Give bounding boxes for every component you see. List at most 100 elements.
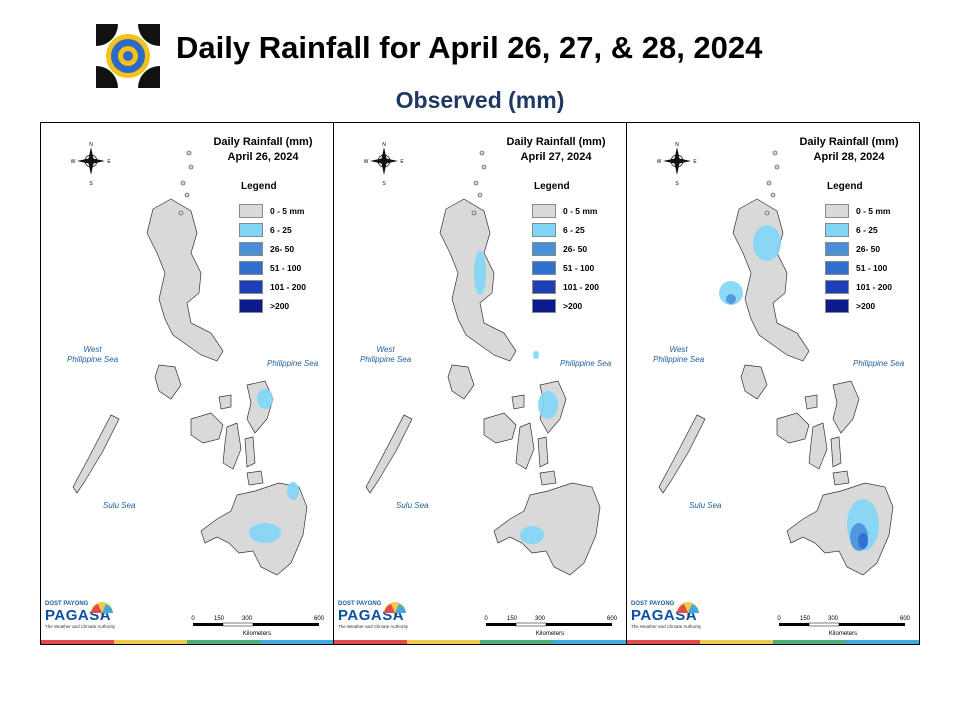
- islet-shape: [473, 180, 479, 186]
- legend-swatch: [239, 260, 263, 275]
- legend-item: 0 - 5 mm: [532, 201, 599, 220]
- island-shape: [146, 198, 224, 362]
- island-shape: [832, 380, 860, 434]
- legend-swatch: [532, 260, 556, 275]
- umbrella-icon: [91, 602, 113, 619]
- legend-swatch: [532, 241, 556, 256]
- scale-bar: 0 150 300 600 Kilometers: [775, 613, 915, 644]
- scale-tick-label: 300: [242, 616, 253, 622]
- islet-shape: [188, 164, 194, 170]
- legend-swatch: [532, 279, 556, 294]
- payong-pagasa-logo: DOST PAYONG PAGASA The Weather and Climate…: [338, 601, 408, 629]
- scale-unit-label: Kilometers: [243, 631, 271, 637]
- legend-item: 51 - 100: [532, 258, 599, 277]
- footer-color-segment: [187, 640, 260, 644]
- legend-swatch: [239, 222, 263, 237]
- island-shape: [154, 364, 182, 400]
- islet-shape: [184, 192, 190, 198]
- compass-label: E: [400, 159, 404, 165]
- brand-tagline: The Weather and Climate Authority: [338, 624, 408, 629]
- island-shape: [830, 436, 842, 468]
- sea-label-philippine: Philippine Sea: [267, 359, 319, 368]
- legend-item: >200: [825, 296, 892, 315]
- islet-shape: [772, 150, 778, 156]
- panel-date: April 27, 2024: [520, 151, 592, 163]
- legend-label: 51 - 100: [563, 262, 595, 273]
- scale-tick-label: 300: [535, 616, 546, 622]
- legend-label: >200: [856, 300, 876, 311]
- island-shape: [218, 394, 232, 410]
- compass-rose-icon: N S E W: [364, 142, 404, 187]
- footer-color-segment: [334, 640, 407, 644]
- philippines-map: [72, 150, 308, 576]
- islet-shape: [180, 180, 186, 186]
- scale-tick-label: 150: [214, 616, 225, 622]
- legend-label: 101 - 200: [270, 281, 306, 292]
- islet-shape: [774, 164, 780, 170]
- philippines-map: [365, 150, 601, 576]
- island-shape: [511, 394, 525, 410]
- scale-bar: 0 150 300 600 Kilometers: [482, 613, 622, 644]
- legend-label: 101 - 200: [563, 281, 599, 292]
- legend-item: 6 - 25: [532, 220, 599, 239]
- islet-shape: [178, 210, 184, 216]
- brand-dost-label: DOST PAYONG: [631, 601, 675, 607]
- legend-item: 51 - 100: [239, 258, 306, 277]
- footer-color-bar: [41, 640, 333, 644]
- footer-color-segment: [773, 640, 846, 644]
- scale-tick-label: 300: [828, 616, 839, 622]
- compass-label: N: [675, 142, 679, 148]
- panel-title: Daily Rainfall (mm) April 28, 2024: [789, 135, 909, 165]
- umbrella-icon: [384, 602, 406, 619]
- legend-label: 0 - 5 mm: [270, 205, 305, 216]
- footer-color-segment: [114, 640, 187, 644]
- panel-title: Daily Rainfall (mm) April 26, 2024: [203, 135, 323, 165]
- legend-swatch: [825, 203, 849, 218]
- scale-tick-label: 0: [484, 616, 488, 622]
- rainfall-area: [520, 526, 544, 544]
- island-shape: [190, 412, 224, 444]
- island-shape: [808, 422, 828, 470]
- island-shape: [483, 412, 517, 444]
- compass-rose-icon: N S E W: [657, 142, 697, 187]
- sea-label-west-philippine: West Philippine Sea: [360, 345, 412, 364]
- panel-title: Daily Rainfall (mm) April 27, 2024: [496, 135, 616, 165]
- panel-heading: Daily Rainfall (mm): [506, 136, 606, 148]
- scale-tick-label: 0: [191, 616, 195, 622]
- legend-item: 101 - 200: [239, 277, 306, 296]
- compass-label: S: [382, 181, 386, 187]
- rainfall-area: [719, 281, 743, 305]
- legend-label: >200: [563, 300, 583, 311]
- island-shape: [537, 436, 549, 468]
- islet-shape: [479, 150, 485, 156]
- rainfall-area: [257, 389, 273, 409]
- rainfall-area: [858, 533, 868, 549]
- scale-unit-label: Kilometers: [829, 631, 857, 637]
- legend-item: 6 - 25: [239, 220, 306, 239]
- brand-tagline: The Weather and Climate Authority: [631, 624, 701, 629]
- legend-swatch: [239, 203, 263, 218]
- sea-label-sulu: Sulu Sea: [103, 501, 136, 510]
- legend-item: >200: [239, 296, 306, 315]
- islet-shape: [764, 210, 770, 216]
- map-panel-apr26: N S E W Daily Rainfall (mm) April 26, 2024 Leg…: [41, 123, 334, 644]
- rainfall-area: [249, 523, 281, 543]
- legend-label: 51 - 100: [856, 262, 888, 273]
- legend-item: 6 - 25: [825, 220, 892, 239]
- rainfall-area: [753, 225, 781, 261]
- payong-pagasa-logo: DOST PAYONG PAGASA The Weather and Climate…: [45, 601, 115, 629]
- legend-item: 26- 50: [825, 239, 892, 258]
- islet-shape: [766, 180, 772, 186]
- legend-label: 0 - 5 mm: [856, 205, 891, 216]
- compass-label: N: [89, 142, 93, 148]
- panel-date: April 28, 2024: [813, 151, 885, 163]
- legend-label: 101 - 200: [856, 281, 892, 292]
- philippines-map: [658, 150, 894, 576]
- scale-bar-graphic: 0 150 300 600 Kilometers: [484, 616, 617, 637]
- legend-item: 0 - 5 mm: [825, 201, 892, 220]
- legend-swatch: [825, 298, 849, 313]
- footer-color-bar: [627, 640, 919, 644]
- legend-label: 0 - 5 mm: [563, 205, 598, 216]
- compass-label: E: [693, 159, 697, 165]
- island-shape: [832, 470, 850, 486]
